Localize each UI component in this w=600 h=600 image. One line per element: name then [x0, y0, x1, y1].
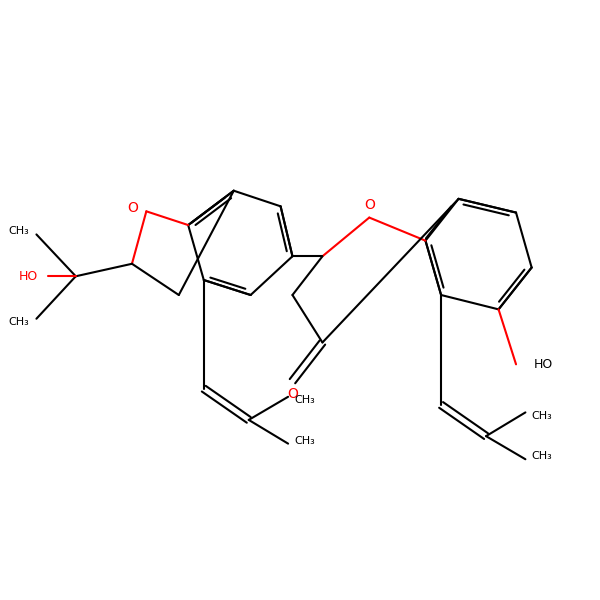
- Text: CH₃: CH₃: [8, 317, 29, 327]
- Text: CH₃: CH₃: [295, 395, 315, 405]
- Text: HO: HO: [533, 358, 553, 371]
- Text: CH₃: CH₃: [8, 226, 29, 236]
- Text: O: O: [364, 198, 375, 212]
- Text: CH₃: CH₃: [532, 451, 553, 461]
- Text: HO: HO: [19, 270, 38, 283]
- Text: CH₃: CH₃: [532, 410, 553, 421]
- Text: O: O: [127, 201, 138, 215]
- Text: O: O: [287, 386, 298, 401]
- Text: CH₃: CH₃: [295, 436, 315, 446]
